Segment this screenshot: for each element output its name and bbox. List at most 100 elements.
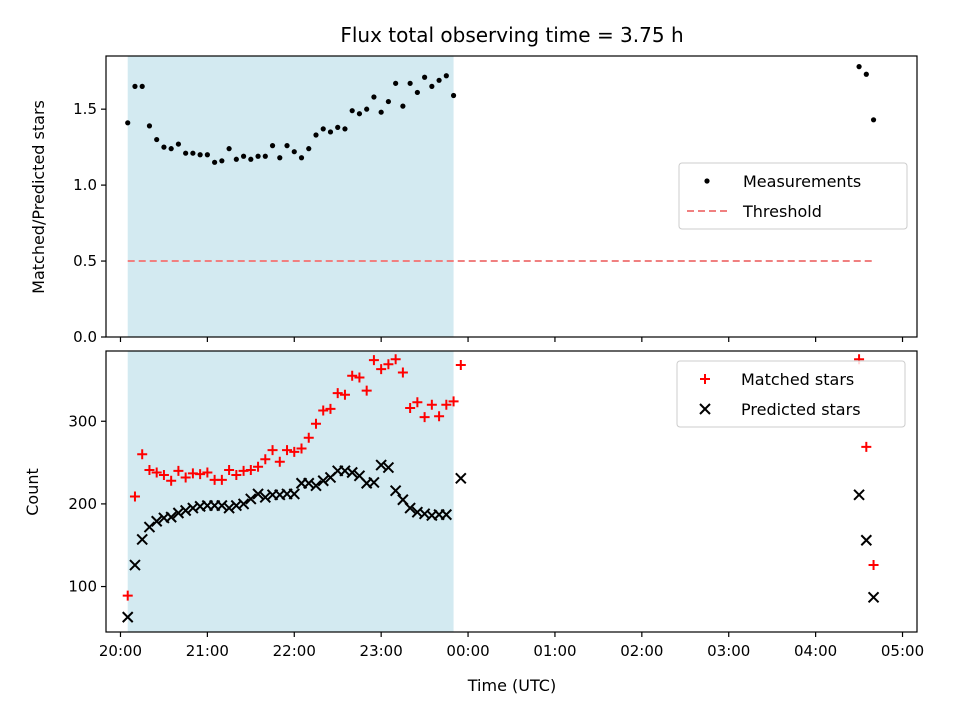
matched-stars-point	[129, 491, 140, 502]
matched-stars-point	[180, 472, 191, 483]
measurement-point	[335, 124, 341, 130]
legend-label: Threshold	[742, 202, 822, 221]
matched-stars-point	[296, 443, 307, 454]
measurement-point	[154, 136, 160, 143]
measurement-point	[414, 89, 420, 96]
predicted-stars-point	[136, 533, 148, 546]
measurement-point	[407, 80, 413, 86]
x-tick-label: 00:00	[446, 642, 489, 660]
x-tick-label: 01:00	[533, 642, 576, 660]
measurement-point	[327, 129, 334, 135]
measurement-point	[212, 159, 218, 165]
bottom-panel: 100 200 300 20:00 21:00 22:00 23:00 00:00 01:00 0…	[68, 350, 924, 660]
measurement-point	[400, 103, 406, 109]
bottom-legend	[676, 360, 906, 428]
top-panel: 0.0 0.5 1.0 1.5 Measurements Threshold	[73, 55, 918, 346]
measurement-point	[443, 73, 449, 79]
measurement-point	[255, 153, 261, 159]
top-axes-frame	[105, 55, 918, 338]
measurement-point	[175, 141, 182, 147]
matched-stars-point	[455, 360, 466, 371]
x-tick-label: 20:00	[99, 642, 142, 660]
measurement-point	[385, 98, 392, 105]
measurement-point	[870, 117, 877, 123]
matched-stars-point	[158, 469, 169, 480]
measurement-point	[226, 146, 232, 152]
x-axis-label: Time (UTC)	[467, 676, 556, 695]
predicted-stars-point	[237, 498, 250, 510]
legend-label: Matched stars	[741, 370, 854, 389]
matched-stars-point	[347, 370, 358, 381]
predicted-stars-point	[245, 493, 257, 505]
predicted-stars-point	[368, 476, 380, 489]
matched-stars-point	[137, 449, 148, 460]
measurement-point	[248, 156, 254, 162]
matched-stars-point	[253, 461, 264, 472]
matched-stars-point	[267, 445, 278, 456]
measurement-point	[378, 109, 384, 115]
x-tick-label: 04:00	[794, 642, 837, 660]
measurement-point	[132, 83, 138, 89]
measurement-point	[161, 144, 167, 150]
legend-marker-matched-stars	[700, 374, 710, 384]
predicted-stars-point	[404, 502, 416, 514]
top-y-tick-label: 0.5	[73, 252, 97, 270]
matched-stars-point	[216, 474, 227, 485]
matched-stars-point	[339, 389, 350, 400]
matched-stars-point	[166, 475, 177, 486]
top-y-tick-label: 1.0	[73, 176, 97, 194]
x-tick-label: 05:00	[881, 642, 924, 660]
matched-stars-point	[405, 403, 416, 414]
matched-stars-point	[390, 354, 401, 365]
measurement-point	[356, 111, 363, 117]
top-observing-interval	[127, 56, 454, 337]
measurement-point	[291, 149, 297, 155]
measurement-point	[139, 83, 145, 89]
measurement-point	[450, 92, 457, 99]
matched-stars-point	[173, 465, 184, 476]
predicted-stars-point	[317, 475, 329, 487]
matched-stars-point	[318, 405, 329, 416]
legend-marker-measurements	[704, 178, 710, 184]
matched-stars-point	[332, 388, 343, 399]
predicted-stars-point	[455, 472, 467, 484]
predicted-stars-point	[165, 511, 177, 523]
matched-stars-point	[376, 364, 387, 375]
matched-stars-point	[361, 385, 372, 396]
legend-label: Predicted stars	[741, 400, 861, 419]
matched-stars-point	[151, 467, 162, 478]
predicted-stars-point	[303, 477, 315, 489]
matched-stars-point	[368, 355, 379, 366]
matched-stars-point	[383, 359, 394, 370]
x-tick-label: 22:00	[273, 642, 316, 660]
predicted-stars-point	[288, 488, 300, 500]
matched-stars-point	[426, 399, 437, 410]
legend-marker-predicted-stars	[699, 403, 711, 415]
matched-stars-point	[282, 445, 293, 456]
measurement-point	[284, 143, 290, 149]
measurement-point	[197, 152, 203, 158]
predicted-stars-point	[310, 480, 322, 492]
predicted-stars-point	[346, 466, 358, 479]
predicted-stars-point	[375, 459, 387, 471]
matched-stars-point	[861, 441, 872, 452]
top-y-tick-label: 1.5	[73, 100, 97, 118]
matched-stars-point	[868, 560, 879, 571]
measurement-point	[436, 77, 442, 83]
matched-stars-point	[397, 367, 408, 378]
measurement-point	[371, 94, 377, 100]
measurement-point	[233, 156, 239, 162]
measurement-point	[364, 106, 370, 112]
predicted-stars-point	[223, 502, 235, 514]
predicted-stars-point	[440, 508, 453, 521]
predicted-stars-point	[216, 499, 228, 512]
bottom-y-axis-label: Count	[23, 468, 42, 516]
measurement-point	[269, 143, 276, 149]
matched-stars-point	[260, 454, 271, 465]
matched-stars-point	[202, 467, 213, 478]
measurement-point	[219, 158, 225, 164]
measurement-point	[306, 146, 312, 152]
matched-stars-point	[448, 396, 459, 407]
predicted-stars-point	[853, 489, 865, 501]
matched-stars-point	[303, 432, 314, 443]
